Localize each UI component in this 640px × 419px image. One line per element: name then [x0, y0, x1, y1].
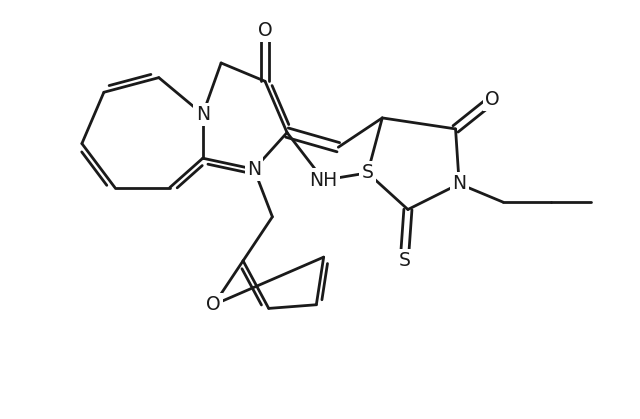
Text: NH: NH	[310, 171, 338, 190]
Text: S: S	[398, 251, 410, 270]
Text: O: O	[207, 295, 221, 314]
Text: N: N	[452, 174, 467, 193]
Text: N: N	[247, 160, 261, 179]
Text: N: N	[196, 105, 210, 124]
Text: O: O	[485, 90, 499, 109]
Text: S: S	[362, 163, 374, 182]
Text: O: O	[258, 21, 273, 39]
